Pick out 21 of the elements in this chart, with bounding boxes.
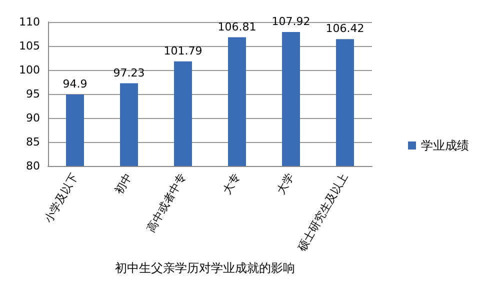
x-tick-label: 硕士研究生及以上 bbox=[294, 170, 351, 254]
y-tick-label: 105 bbox=[19, 40, 40, 52]
y-tick-label: 90 bbox=[26, 112, 40, 124]
y-tick-label: 95 bbox=[26, 88, 40, 100]
x-tick-label: 小学及以下 bbox=[42, 170, 81, 225]
data-label: 94.9 bbox=[62, 77, 88, 90]
x-tick-label: 高中或者中专 bbox=[144, 170, 189, 234]
y-tick-label: 85 bbox=[26, 136, 40, 148]
data-label: 107.92 bbox=[272, 14, 310, 28]
legend-label: 学业成绩 bbox=[421, 138, 469, 152]
data-label: 106.81 bbox=[218, 20, 256, 34]
x-tick-label: 大学 bbox=[274, 170, 297, 196]
x-tick-label: 初中 bbox=[112, 170, 135, 196]
x-tick-label: 大专 bbox=[220, 170, 243, 196]
text: 初中生父亲学历对学业成就的影响 bbox=[115, 261, 295, 275]
data-label: 97.23 bbox=[113, 66, 145, 80]
data-label: 101.79 bbox=[164, 44, 202, 58]
y-tick-label: 80 bbox=[26, 160, 40, 172]
data-label: 106.42 bbox=[326, 22, 364, 36]
y-tick-label: 110 bbox=[19, 16, 40, 28]
y-tick-label: 100 bbox=[19, 64, 40, 76]
